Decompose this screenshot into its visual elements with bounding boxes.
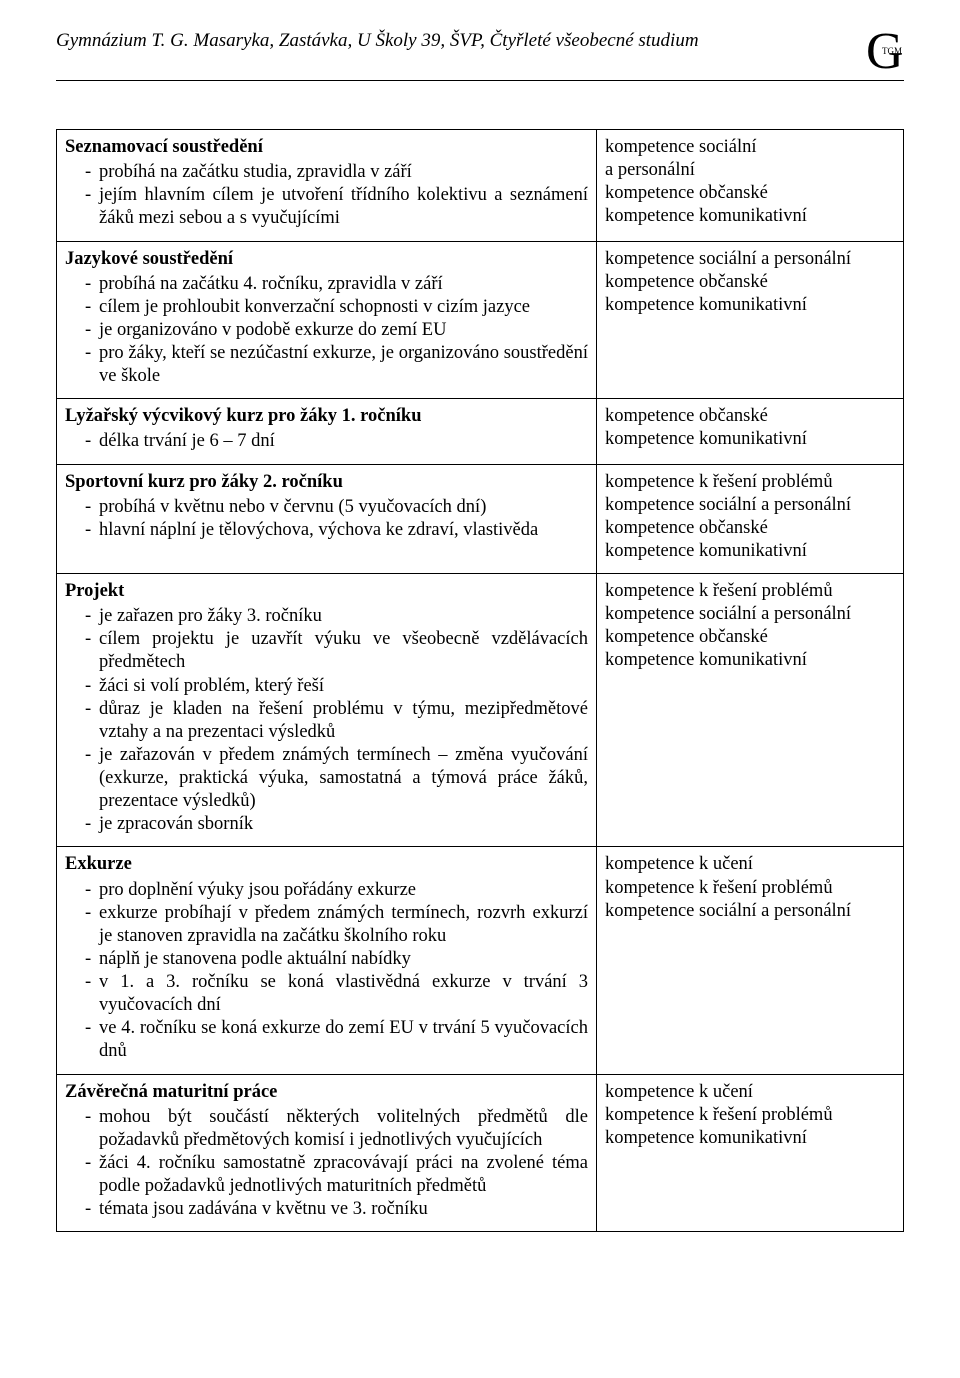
table-row: Lyžařský výcvikový kurz pro žáky 1. ročn… [57, 399, 904, 464]
content-table: Seznamovací soustředění probíhá na začát… [56, 129, 904, 1232]
right-cell: kompetence sociální a personální kompete… [597, 130, 904, 242]
table-row: Sportovní kurz pro žáky 2. ročníku probí… [57, 464, 904, 574]
section-title: Exkurze [65, 853, 588, 876]
competence-line: kompetence komunikativní [605, 428, 895, 451]
right-cell: kompetence k řešení problémů kompetence … [597, 574, 904, 847]
competence-line: kompetence občanské [605, 271, 895, 294]
list-item: cílem je prohloubit konverzační schopnos… [85, 296, 588, 319]
table-row: Seznamovací soustředění probíhá na začát… [57, 130, 904, 242]
list-item: je organizováno v podobě exkurze do zemí… [85, 319, 588, 342]
competence-line: kompetence komunikativní [605, 540, 895, 563]
item-list: probíhá na začátku 4. ročníku, zpravidla… [65, 273, 588, 389]
item-list: délka trvání je 6 – 7 dní [65, 430, 588, 453]
competence-line: kompetence komunikativní [605, 205, 895, 228]
left-cell: Sportovní kurz pro žáky 2. ročníku probí… [57, 464, 597, 574]
svg-text:TGM: TGM [882, 46, 902, 56]
list-item: náplň je stanovena podle aktuální nabídk… [85, 948, 588, 971]
list-item: žáci 4. ročníku samostatně zpracovávají … [85, 1152, 588, 1198]
left-cell: Jazykové soustředění probíhá na začátku … [57, 241, 597, 399]
section-title: Jazykové soustředění [65, 248, 588, 271]
competence-line: kompetence sociální a personální [605, 494, 895, 517]
competence-line: kompetence k řešení problémů [605, 471, 895, 494]
list-item: hlavní náplní je tělovýchova, výchova ke… [85, 519, 588, 542]
right-cell: kompetence sociální a personální kompete… [597, 241, 904, 399]
list-item: pro žáky, kteří se nezúčastní exkurze, j… [85, 342, 588, 388]
page-header: Gymnázium T. G. Masaryka, Zastávka, U Šk… [56, 28, 904, 76]
item-list: pro doplnění výuky jsou pořádány exkurze… [65, 879, 588, 1064]
competence-line: kompetence k řešení problémů [605, 580, 895, 603]
school-logo-icon: G TGM [848, 28, 904, 76]
list-item: probíhá na začátku studia, zpravidla v z… [85, 161, 588, 184]
section-title: Sportovní kurz pro žáky 2. ročníku [65, 471, 588, 494]
left-cell: Závěrečná maturitní práce mohou být souč… [57, 1074, 597, 1232]
left-cell: Projekt je zařazen pro žáky 3. ročníku c… [57, 574, 597, 847]
list-item: cílem projektu je uzavřít výuku ve všeob… [85, 628, 588, 674]
list-item: pro doplnění výuky jsou pořádány exkurze [85, 879, 588, 902]
left-cell: Lyžařský výcvikový kurz pro žáky 1. ročn… [57, 399, 597, 464]
item-list: probíhá v květnu nebo v červnu (5 vyučov… [65, 496, 588, 542]
table-row: Závěrečná maturitní práce mohou být souč… [57, 1074, 904, 1232]
competence-line: kompetence k řešení problémů [605, 877, 895, 900]
item-list: mohou být součástí některých volitelných… [65, 1106, 588, 1222]
section-title: Závěrečná maturitní práce [65, 1081, 588, 1104]
list-item: probíhá na začátku 4. ročníku, zpravidla… [85, 273, 588, 296]
list-item: v 1. a 3. ročníku se koná vlastivědná ex… [85, 971, 588, 1017]
list-item: je zpracován sborník [85, 813, 588, 836]
header-text: Gymnázium T. G. Masaryka, Zastávka, U Šk… [56, 28, 699, 52]
right-cell: kompetence k učení kompetence k řešení p… [597, 847, 904, 1074]
competence-line: kompetence k řešení problémů [605, 1104, 895, 1127]
list-item: důraz je kladen na řešení problému v tým… [85, 698, 588, 744]
competence-line: kompetence sociální a personální [605, 900, 895, 923]
section-title: Projekt [65, 580, 588, 603]
list-item: je zařazen pro žáky 3. ročníku [85, 605, 588, 628]
list-item: mohou být součástí některých volitelných… [85, 1106, 588, 1152]
right-cell: kompetence k řešení problémů kompetence … [597, 464, 904, 574]
item-list: probíhá na začátku studia, zpravidla v z… [65, 161, 588, 230]
table-row: Exkurze pro doplnění výuky jsou pořádány… [57, 847, 904, 1074]
list-item: ve 4. ročníku se koná exkurze do zemí EU… [85, 1017, 588, 1063]
list-item: délka trvání je 6 – 7 dní [85, 430, 588, 453]
section-title: Seznamovací soustředění [65, 136, 588, 159]
table-row: Projekt je zařazen pro žáky 3. ročníku c… [57, 574, 904, 847]
left-cell: Exkurze pro doplnění výuky jsou pořádány… [57, 847, 597, 1074]
competence-line: kompetence sociální a personální [605, 603, 895, 626]
competence-line: kompetence sociální [605, 136, 895, 159]
list-item: jejím hlavním cílem je utvoření třídního… [85, 184, 588, 230]
right-cell: kompetence k učení kompetence k řešení p… [597, 1074, 904, 1232]
competence-line: kompetence sociální a personální [605, 248, 895, 271]
list-item: je zařazován v předem známých termínech … [85, 744, 588, 813]
competence-line: kompetence k učení [605, 853, 895, 876]
list-item: exkurze probíhají v předem známých termí… [85, 902, 588, 948]
list-item: probíhá v květnu nebo v červnu (5 vyučov… [85, 496, 588, 519]
page: Gymnázium T. G. Masaryka, Zastávka, U Šk… [0, 0, 960, 1378]
header-divider [56, 80, 904, 81]
competence-line: kompetence občanské [605, 405, 895, 428]
competence-line: kompetence komunikativní [605, 1127, 895, 1150]
list-item: žáci si volí problém, který řeší [85, 675, 588, 698]
table-row: Jazykové soustředění probíhá na začátku … [57, 241, 904, 399]
right-cell: kompetence občanské kompetence komunikat… [597, 399, 904, 464]
competence-line: kompetence občanské [605, 517, 895, 540]
competence-line: kompetence komunikativní [605, 294, 895, 317]
list-item: témata jsou zadávána v květnu ve 3. ročn… [85, 1198, 588, 1221]
left-cell: Seznamovací soustředění probíhá na začát… [57, 130, 597, 242]
section-title: Lyžařský výcvikový kurz pro žáky 1. ročn… [65, 405, 588, 428]
competence-line: kompetence k učení [605, 1081, 895, 1104]
competence-line: kompetence komunikativní [605, 649, 895, 672]
competence-line: a personální [605, 159, 895, 182]
competence-line: kompetence občanské [605, 626, 895, 649]
item-list: je zařazen pro žáky 3. ročníku cílem pro… [65, 605, 588, 836]
competence-line: kompetence občanské [605, 182, 895, 205]
